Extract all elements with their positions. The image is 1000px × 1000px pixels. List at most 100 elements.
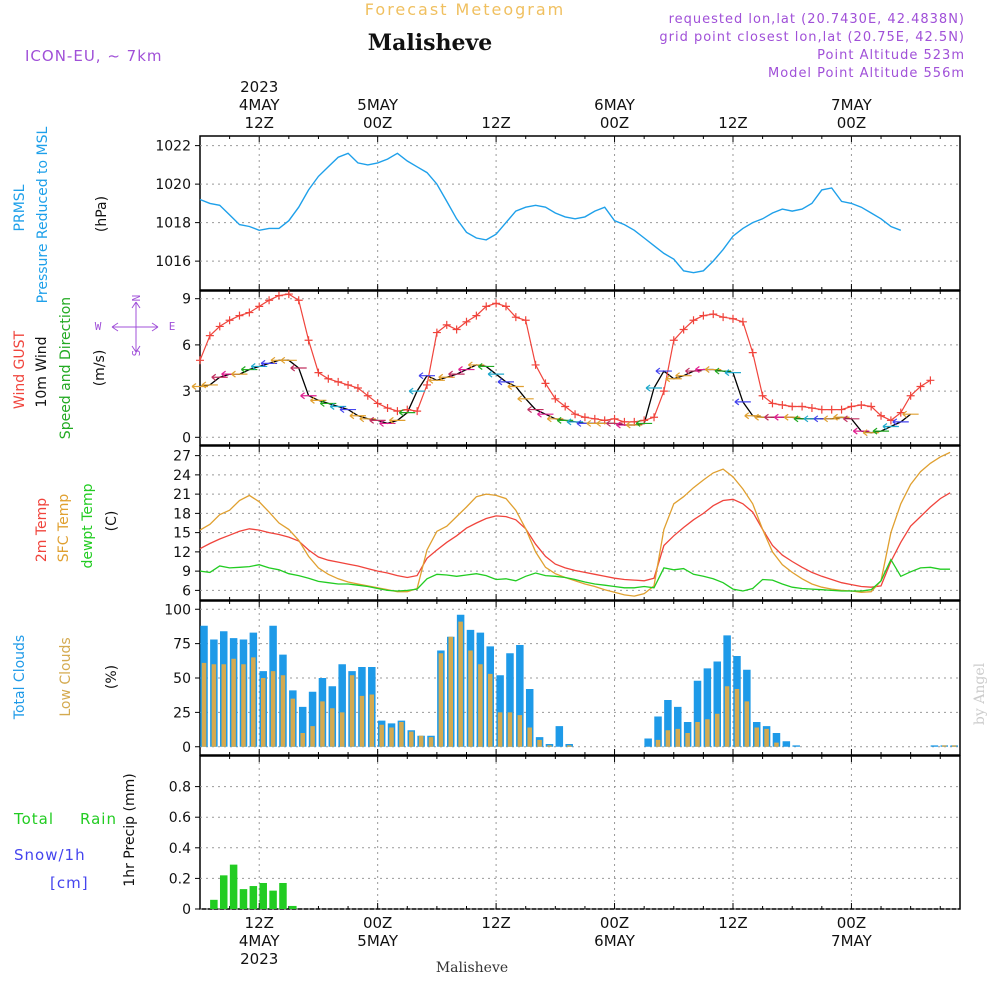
wind-direction-arrow [517, 395, 534, 403]
super-title: Forecast Meteogram [365, 0, 565, 19]
compass-w: W [95, 320, 102, 333]
wind-direction-arrow [833, 413, 850, 421]
low-cloud-bar [547, 745, 552, 747]
gust-marker [561, 402, 570, 411]
pressure-label-msl: Pressure Reduced to MSL [35, 126, 51, 303]
total-cloud-bar [693, 680, 702, 747]
wind-direction-arrow [556, 416, 574, 424]
low-cloud-bar [705, 719, 710, 747]
low-cloud-bar [497, 712, 503, 747]
temp-sfc-line [199, 451, 951, 597]
wind-direction-arrow [300, 392, 317, 400]
wind-direction-arrow [458, 366, 475, 374]
precip-unit: 1hr Precip (mm) [122, 773, 138, 886]
wind-tick-label: 6 [182, 338, 191, 354]
low-cloud-bar [744, 701, 750, 747]
precip-frame [199, 755, 961, 910]
wind-direction-arrow [398, 409, 416, 417]
wind-direction-arrow [862, 429, 880, 437]
wind-direction-arrow [201, 381, 218, 389]
gust-marker [215, 322, 224, 331]
gust-marker [501, 302, 510, 311]
clouds-tick-label: 0 [182, 740, 191, 756]
gust-marker [916, 382, 925, 391]
gust-marker [225, 316, 234, 325]
low-cloud-bar [487, 673, 493, 747]
low-cloud-bar [695, 722, 700, 747]
gust-marker [294, 296, 303, 305]
footer-location: Malisheve [436, 960, 508, 976]
pressure-labels: PRMSL Pressure Reduced to MSL (hPa) [12, 126, 110, 303]
temp-tick-label: 6 [182, 583, 191, 599]
gust-marker [778, 400, 787, 409]
cloud-label-total: Total Clouds [12, 635, 28, 720]
gust-marker [906, 391, 915, 400]
top-time-label: 12Z [718, 114, 747, 132]
wind-direction-arrow [507, 383, 524, 390]
gust-marker [551, 394, 560, 403]
low-cloud-bar [566, 745, 572, 747]
gust-marker [768, 399, 777, 408]
wind-direction-arrow [497, 378, 514, 386]
total-cloud-bar [674, 706, 682, 747]
gust-marker [659, 387, 668, 396]
gust-marker [363, 391, 372, 400]
cloud-label-low: Low Clouds [58, 637, 74, 716]
wind-direction-arrow [655, 367, 672, 375]
gust-marker [886, 416, 895, 425]
gust-marker [353, 384, 362, 393]
low-cloud-bar [478, 664, 483, 747]
low-cloud-bar [399, 722, 404, 747]
compass-s: S [130, 350, 143, 357]
gust-marker [462, 317, 471, 326]
wind-direction-arrow [290, 364, 307, 372]
wind-direction-arrow [714, 367, 732, 375]
top-time-label: 5MAY [357, 96, 399, 114]
temp-tick-label: 24 [173, 468, 191, 484]
gust-marker [817, 405, 826, 414]
gust-marker [867, 402, 876, 411]
gust-marker [393, 407, 402, 416]
rain-bar [229, 864, 238, 909]
bottom-time-label: 7MAY [831, 932, 873, 950]
wind-direction-arrow [744, 412, 761, 420]
low-cloud-bar [448, 636, 454, 747]
wind-direction-arrow [783, 413, 801, 421]
low-cloud-bar [527, 727, 532, 747]
wind-direction-arrow [843, 415, 860, 423]
gust-marker [728, 314, 737, 323]
wind-direction-arrow [645, 384, 663, 392]
wind-direction-arrow [231, 370, 248, 378]
total-cloud-bar [930, 745, 939, 747]
wind-direction-arrow [685, 367, 702, 375]
wind-direction-arrow [675, 372, 692, 380]
wind-label-gust: Wind GUST [12, 330, 28, 409]
wind-unit: (m/s) [92, 350, 108, 387]
precip-label-rain: Rain [80, 810, 117, 828]
low-cloud-bar [458, 621, 463, 747]
low-cloud-bar [774, 742, 779, 747]
precip-labels: Total Rain Snow/1h [cm] 1hr Precip (mm) [13, 773, 138, 892]
wind-direction-arrow [527, 406, 544, 414]
wind-direction-arrow [537, 410, 554, 418]
low-cloud-bar [764, 728, 769, 747]
gust-marker [709, 310, 718, 319]
low-cloud-bar [201, 662, 207, 747]
clouds-tick-label: 25 [173, 705, 191, 721]
pressure-label-prmsl: PRMSL [12, 184, 28, 231]
top-time-label: 2023 [240, 78, 278, 96]
top-time-label: 6MAY [594, 96, 636, 114]
wind-label-10m: 10m Wind [34, 336, 50, 407]
gust-marker [235, 311, 244, 320]
gust-marker [452, 325, 461, 334]
total-cloud-bar [644, 738, 652, 747]
rain-bar [269, 890, 277, 909]
rain-bar [249, 886, 258, 909]
gust-marker [284, 290, 293, 299]
pressure-panel: 1016 1018 1020 1022 [155, 135, 961, 291]
low-cloud-bar [507, 712, 513, 747]
low-cloud-bar [359, 695, 365, 747]
gust-marker [383, 404, 392, 413]
gust-marker [689, 316, 698, 325]
wind-direction-arrow [892, 418, 909, 426]
